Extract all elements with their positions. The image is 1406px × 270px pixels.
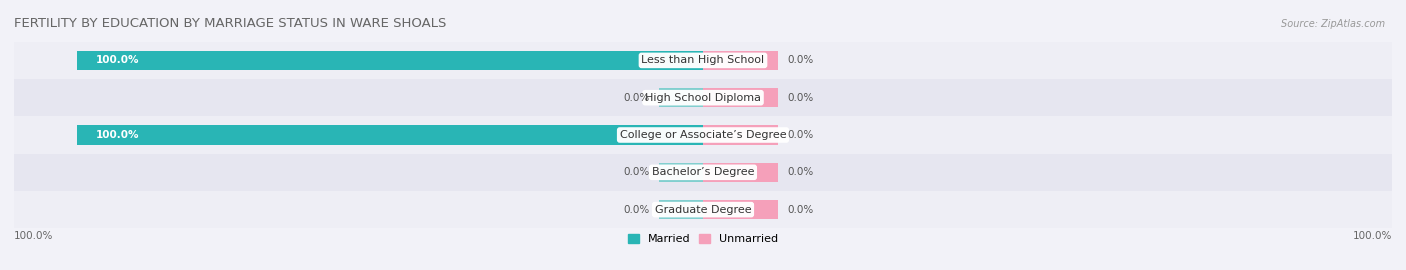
Bar — [14, 116, 1392, 154]
Text: 0.0%: 0.0% — [623, 167, 650, 177]
Text: 100.0%: 100.0% — [96, 55, 139, 65]
Bar — [77, 125, 703, 145]
Bar — [659, 200, 703, 219]
Text: College or Associate’s Degree: College or Associate’s Degree — [620, 130, 786, 140]
Text: 0.0%: 0.0% — [787, 93, 814, 103]
Text: 100.0%: 100.0% — [1353, 231, 1392, 241]
Text: 100.0%: 100.0% — [14, 231, 53, 241]
Bar — [14, 79, 1392, 116]
Text: Graduate Degree: Graduate Degree — [655, 205, 751, 215]
Text: Source: ZipAtlas.com: Source: ZipAtlas.com — [1281, 19, 1385, 29]
Bar — [703, 163, 778, 182]
Text: 0.0%: 0.0% — [787, 55, 814, 65]
Text: 100.0%: 100.0% — [96, 130, 139, 140]
Legend: Married, Unmarried: Married, Unmarried — [623, 229, 783, 248]
Bar — [703, 88, 778, 107]
Bar — [14, 191, 1392, 228]
Text: 0.0%: 0.0% — [623, 205, 650, 215]
Text: 0.0%: 0.0% — [787, 205, 814, 215]
Text: Less than High School: Less than High School — [641, 55, 765, 65]
Bar — [77, 51, 703, 70]
Text: FERTILITY BY EDUCATION BY MARRIAGE STATUS IN WARE SHOALS: FERTILITY BY EDUCATION BY MARRIAGE STATU… — [14, 17, 447, 30]
Bar — [703, 51, 778, 70]
Text: 0.0%: 0.0% — [623, 93, 650, 103]
Bar — [659, 88, 703, 107]
Text: Bachelor’s Degree: Bachelor’s Degree — [652, 167, 754, 177]
Bar — [14, 42, 1392, 79]
Bar — [14, 154, 1392, 191]
Text: High School Diploma: High School Diploma — [645, 93, 761, 103]
Bar — [703, 200, 778, 219]
Bar — [703, 125, 778, 145]
Text: 0.0%: 0.0% — [787, 167, 814, 177]
Bar — [659, 163, 703, 182]
Text: 0.0%: 0.0% — [787, 130, 814, 140]
